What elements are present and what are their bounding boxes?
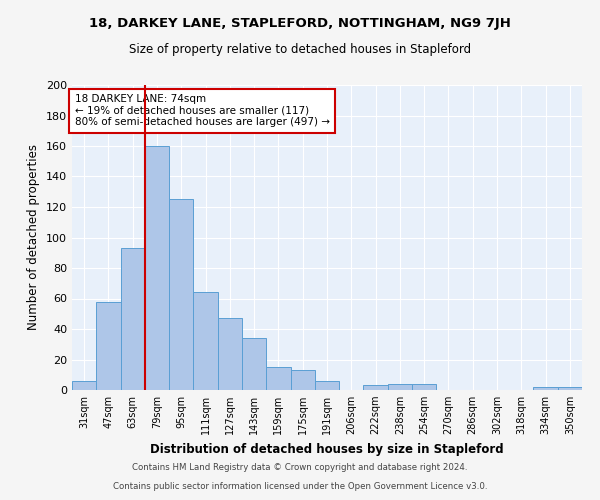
Bar bbox=[533, 387, 558, 390]
Bar bbox=[364, 386, 388, 390]
Bar bbox=[388, 384, 412, 390]
Text: 18, DARKEY LANE, STAPLEFORD, NOTTINGHAM, NG9 7JH: 18, DARKEY LANE, STAPLEFORD, NOTTINGHAM,… bbox=[89, 18, 511, 30]
X-axis label: Distribution of detached houses by size in Stapleford: Distribution of detached houses by size … bbox=[150, 442, 504, 456]
Bar bbox=[242, 338, 266, 390]
Bar bbox=[96, 302, 121, 390]
Text: Contains public sector information licensed under the Open Government Licence v3: Contains public sector information licen… bbox=[113, 482, 487, 491]
Bar bbox=[72, 381, 96, 390]
Bar bbox=[315, 381, 339, 390]
Bar bbox=[145, 146, 169, 390]
Bar bbox=[121, 248, 145, 390]
Bar bbox=[193, 292, 218, 390]
Bar bbox=[266, 367, 290, 390]
Y-axis label: Number of detached properties: Number of detached properties bbox=[28, 144, 40, 330]
Bar bbox=[558, 387, 582, 390]
Bar bbox=[169, 200, 193, 390]
Bar bbox=[218, 318, 242, 390]
Bar bbox=[412, 384, 436, 390]
Text: Contains HM Land Registry data © Crown copyright and database right 2024.: Contains HM Land Registry data © Crown c… bbox=[132, 464, 468, 472]
Bar bbox=[290, 370, 315, 390]
Text: 18 DARKEY LANE: 74sqm
← 19% of detached houses are smaller (117)
80% of semi-det: 18 DARKEY LANE: 74sqm ← 19% of detached … bbox=[74, 94, 329, 128]
Text: Size of property relative to detached houses in Stapleford: Size of property relative to detached ho… bbox=[129, 42, 471, 56]
